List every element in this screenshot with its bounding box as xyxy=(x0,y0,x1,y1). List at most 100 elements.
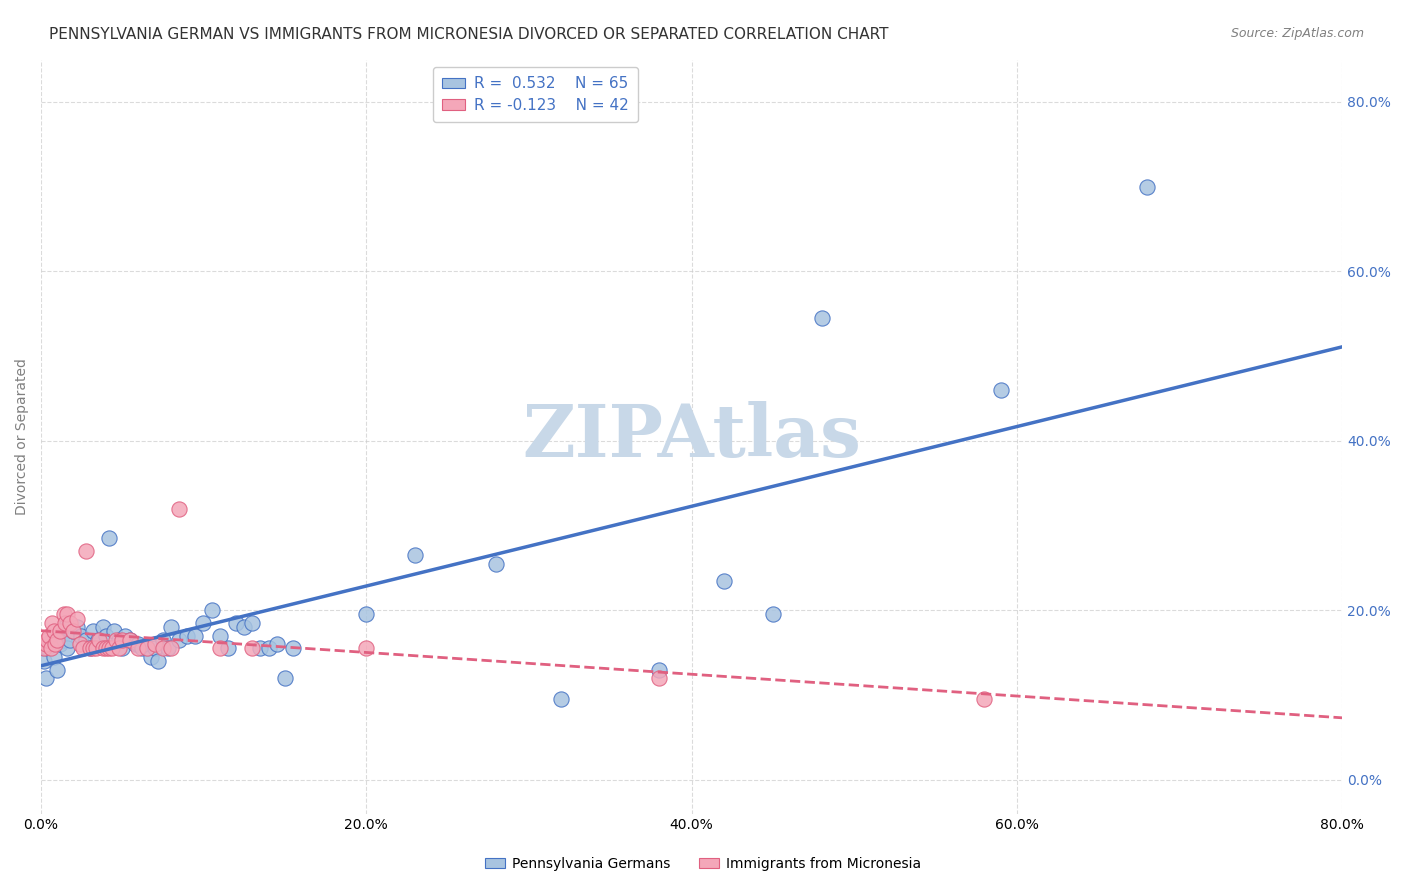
Point xyxy=(114,629,136,643)
Point xyxy=(257,641,280,656)
Point xyxy=(46,663,69,677)
Point xyxy=(143,641,166,656)
Point xyxy=(52,632,75,647)
Point xyxy=(152,641,174,656)
Point xyxy=(82,624,104,639)
Point xyxy=(124,637,146,651)
Point xyxy=(354,607,377,622)
Point xyxy=(94,641,117,656)
Point xyxy=(53,620,76,634)
Point xyxy=(156,641,179,656)
Point xyxy=(208,629,231,643)
Point xyxy=(176,629,198,643)
Point xyxy=(111,632,134,647)
Point xyxy=(713,574,735,588)
Legend: Pennsylvania Germans, Immigrants from Micronesia: Pennsylvania Germans, Immigrants from Mi… xyxy=(479,851,927,876)
Point xyxy=(266,637,288,651)
Point xyxy=(34,671,56,685)
Point xyxy=(84,641,107,656)
Point xyxy=(648,671,671,685)
Point xyxy=(762,607,785,622)
Point xyxy=(143,637,166,651)
Point xyxy=(648,663,671,677)
Point xyxy=(39,641,62,656)
Point xyxy=(44,629,66,643)
Point xyxy=(274,671,297,685)
Point xyxy=(65,620,87,634)
Point xyxy=(108,641,131,656)
Text: ZIPAtlas: ZIPAtlas xyxy=(522,401,860,472)
Point xyxy=(152,632,174,647)
Point xyxy=(127,641,149,656)
Point xyxy=(37,632,59,647)
Legend: R =  0.532    N = 65, R = -0.123    N = 42: R = 0.532 N = 65, R = -0.123 N = 42 xyxy=(433,67,638,121)
Point xyxy=(49,624,72,639)
Point xyxy=(72,641,94,656)
Point xyxy=(135,641,157,656)
Point xyxy=(65,612,87,626)
Point xyxy=(38,629,60,643)
Point xyxy=(160,620,183,634)
Text: Source: ZipAtlas.com: Source: ZipAtlas.com xyxy=(1230,27,1364,40)
Point xyxy=(59,632,82,647)
Point xyxy=(240,615,263,630)
Point xyxy=(53,615,76,630)
Point xyxy=(62,624,84,639)
Point xyxy=(62,624,84,639)
Point xyxy=(38,637,60,651)
Point xyxy=(201,603,224,617)
Point xyxy=(89,632,111,647)
Point xyxy=(104,632,127,647)
Point xyxy=(44,637,66,651)
Point xyxy=(120,632,142,647)
Point xyxy=(94,629,117,643)
Point xyxy=(550,692,572,706)
Point xyxy=(98,531,121,545)
Point xyxy=(41,632,63,647)
Point xyxy=(354,641,377,656)
Point xyxy=(249,641,271,656)
Point xyxy=(39,637,62,651)
Point xyxy=(41,615,63,630)
Point xyxy=(91,620,114,634)
Point xyxy=(98,641,121,656)
Point xyxy=(810,310,832,325)
Point xyxy=(127,637,149,651)
Point xyxy=(111,641,134,656)
Point xyxy=(75,544,97,558)
Point xyxy=(59,615,82,630)
Point xyxy=(32,641,55,656)
Point xyxy=(82,641,104,656)
Point xyxy=(42,649,65,664)
Point xyxy=(135,641,157,656)
Point xyxy=(49,637,72,651)
Point xyxy=(31,641,53,656)
Point xyxy=(146,654,169,668)
Point xyxy=(103,624,125,639)
Point xyxy=(184,629,207,643)
Point xyxy=(193,615,215,630)
Point xyxy=(167,632,190,647)
Point xyxy=(167,501,190,516)
Point xyxy=(42,624,65,639)
Point xyxy=(34,637,56,651)
Y-axis label: Divorced or Separated: Divorced or Separated xyxy=(15,358,30,515)
Point xyxy=(1136,179,1159,194)
Point xyxy=(404,548,426,562)
Point xyxy=(990,383,1012,397)
Point xyxy=(56,607,79,622)
Point xyxy=(101,641,124,656)
Point xyxy=(87,632,110,647)
Point xyxy=(79,641,101,656)
Point xyxy=(120,632,142,647)
Point xyxy=(108,632,131,647)
Point xyxy=(69,637,91,651)
Point xyxy=(233,620,256,634)
Point xyxy=(32,654,55,668)
Point xyxy=(91,641,114,656)
Point xyxy=(70,629,93,643)
Point xyxy=(75,632,97,647)
Point xyxy=(208,641,231,656)
Point xyxy=(46,632,69,647)
Point xyxy=(973,692,995,706)
